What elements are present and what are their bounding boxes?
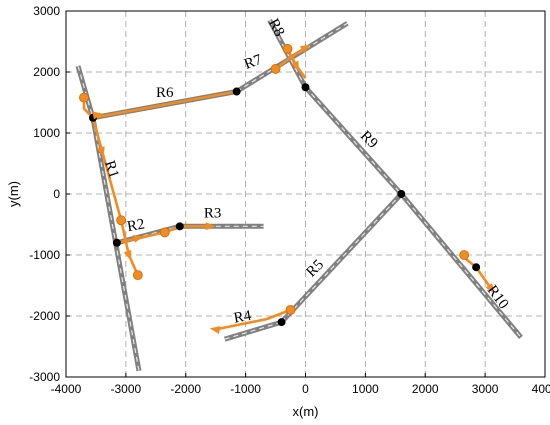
road-label-r2: R2 <box>126 216 146 235</box>
orange-arrow <box>132 234 144 243</box>
x-tick-label: -4000 <box>51 382 82 396</box>
intersection-node <box>397 190 406 198</box>
orange-path-segment <box>92 90 237 120</box>
road-centerline <box>269 19 307 88</box>
orange-marker <box>132 270 143 281</box>
road-centerline <box>77 65 140 372</box>
orange-marker <box>79 92 89 103</box>
orange-path-segment <box>91 117 139 276</box>
y-tick-label: -3000 <box>29 370 60 384</box>
road-centerline <box>400 193 522 338</box>
intersection-node <box>277 318 286 327</box>
orange-arrow <box>300 44 311 54</box>
roads <box>75 19 523 372</box>
road-label-r4: R4 <box>233 308 254 327</box>
road-r4 <box>223 319 283 342</box>
orange-marker <box>116 215 126 226</box>
road-centerline <box>305 86 402 195</box>
orange-paths <box>82 46 493 331</box>
road-r5 <box>279 192 404 324</box>
orange-path-segment <box>215 308 291 331</box>
orange-arrow <box>97 146 105 158</box>
orange-arrow <box>485 283 495 294</box>
y-tick-label: -1000 <box>29 248 60 262</box>
orange-marker <box>159 227 170 238</box>
orange-marker <box>270 64 281 74</box>
x-tick-label: 3000 <box>472 382 499 396</box>
orange-path-segment <box>274 46 307 70</box>
road-label-r6: R6 <box>156 85 174 101</box>
road-label-r8: R8 <box>265 16 287 39</box>
x-tick-label: 1000 <box>352 382 379 396</box>
x-tick-label: 2000 <box>412 382 439 396</box>
road-centerline <box>281 193 402 323</box>
orange-arrow <box>205 222 216 231</box>
y-tick-label: 3000 <box>33 4 60 18</box>
road-r8 <box>267 19 308 89</box>
intersection-node <box>112 238 121 247</box>
orange-arrow <box>291 60 300 72</box>
orange-arrow <box>92 111 104 120</box>
orange-arrows <box>92 44 495 335</box>
road-label-r7: R7 <box>242 52 264 73</box>
road-body <box>279 192 404 324</box>
orange-marker <box>285 304 296 315</box>
x-tick-label: -2000 <box>170 382 201 396</box>
orange-marker <box>459 250 470 260</box>
grid-lines <box>66 11 545 377</box>
y-tick-label: 1000 <box>33 126 60 140</box>
x-tick-label: -1000 <box>230 382 261 396</box>
intersection-nodes <box>88 83 481 327</box>
y-tick-label: -2000 <box>29 309 60 323</box>
intersection-node <box>175 222 184 231</box>
intersection-node <box>301 83 310 92</box>
x-tick-label: -3000 <box>111 382 142 396</box>
y-tick-label: 2000 <box>33 65 60 79</box>
road-label-r3: R3 <box>204 206 222 222</box>
axis-ticks: -4000-3000-2000-100001000200030004000-30… <box>29 4 550 396</box>
intersection-node <box>232 87 241 96</box>
orange-arrow <box>123 249 132 261</box>
road-label-r1: R1 <box>101 159 122 181</box>
y-axis-title: y(m) <box>6 181 21 207</box>
x-axis-title: x(m) <box>293 404 319 419</box>
y-tick-label: 0 <box>53 187 60 201</box>
orange-markers <box>79 43 470 315</box>
road-centerline <box>224 321 282 340</box>
road-r10 <box>399 192 523 340</box>
intersection-node <box>472 263 481 272</box>
orange-marker <box>282 43 293 54</box>
orange-arrow <box>209 326 221 335</box>
x-tick-label: 0 <box>302 382 309 396</box>
road-r9 <box>303 85 404 196</box>
x-tick-label: 4000 <box>532 382 550 396</box>
